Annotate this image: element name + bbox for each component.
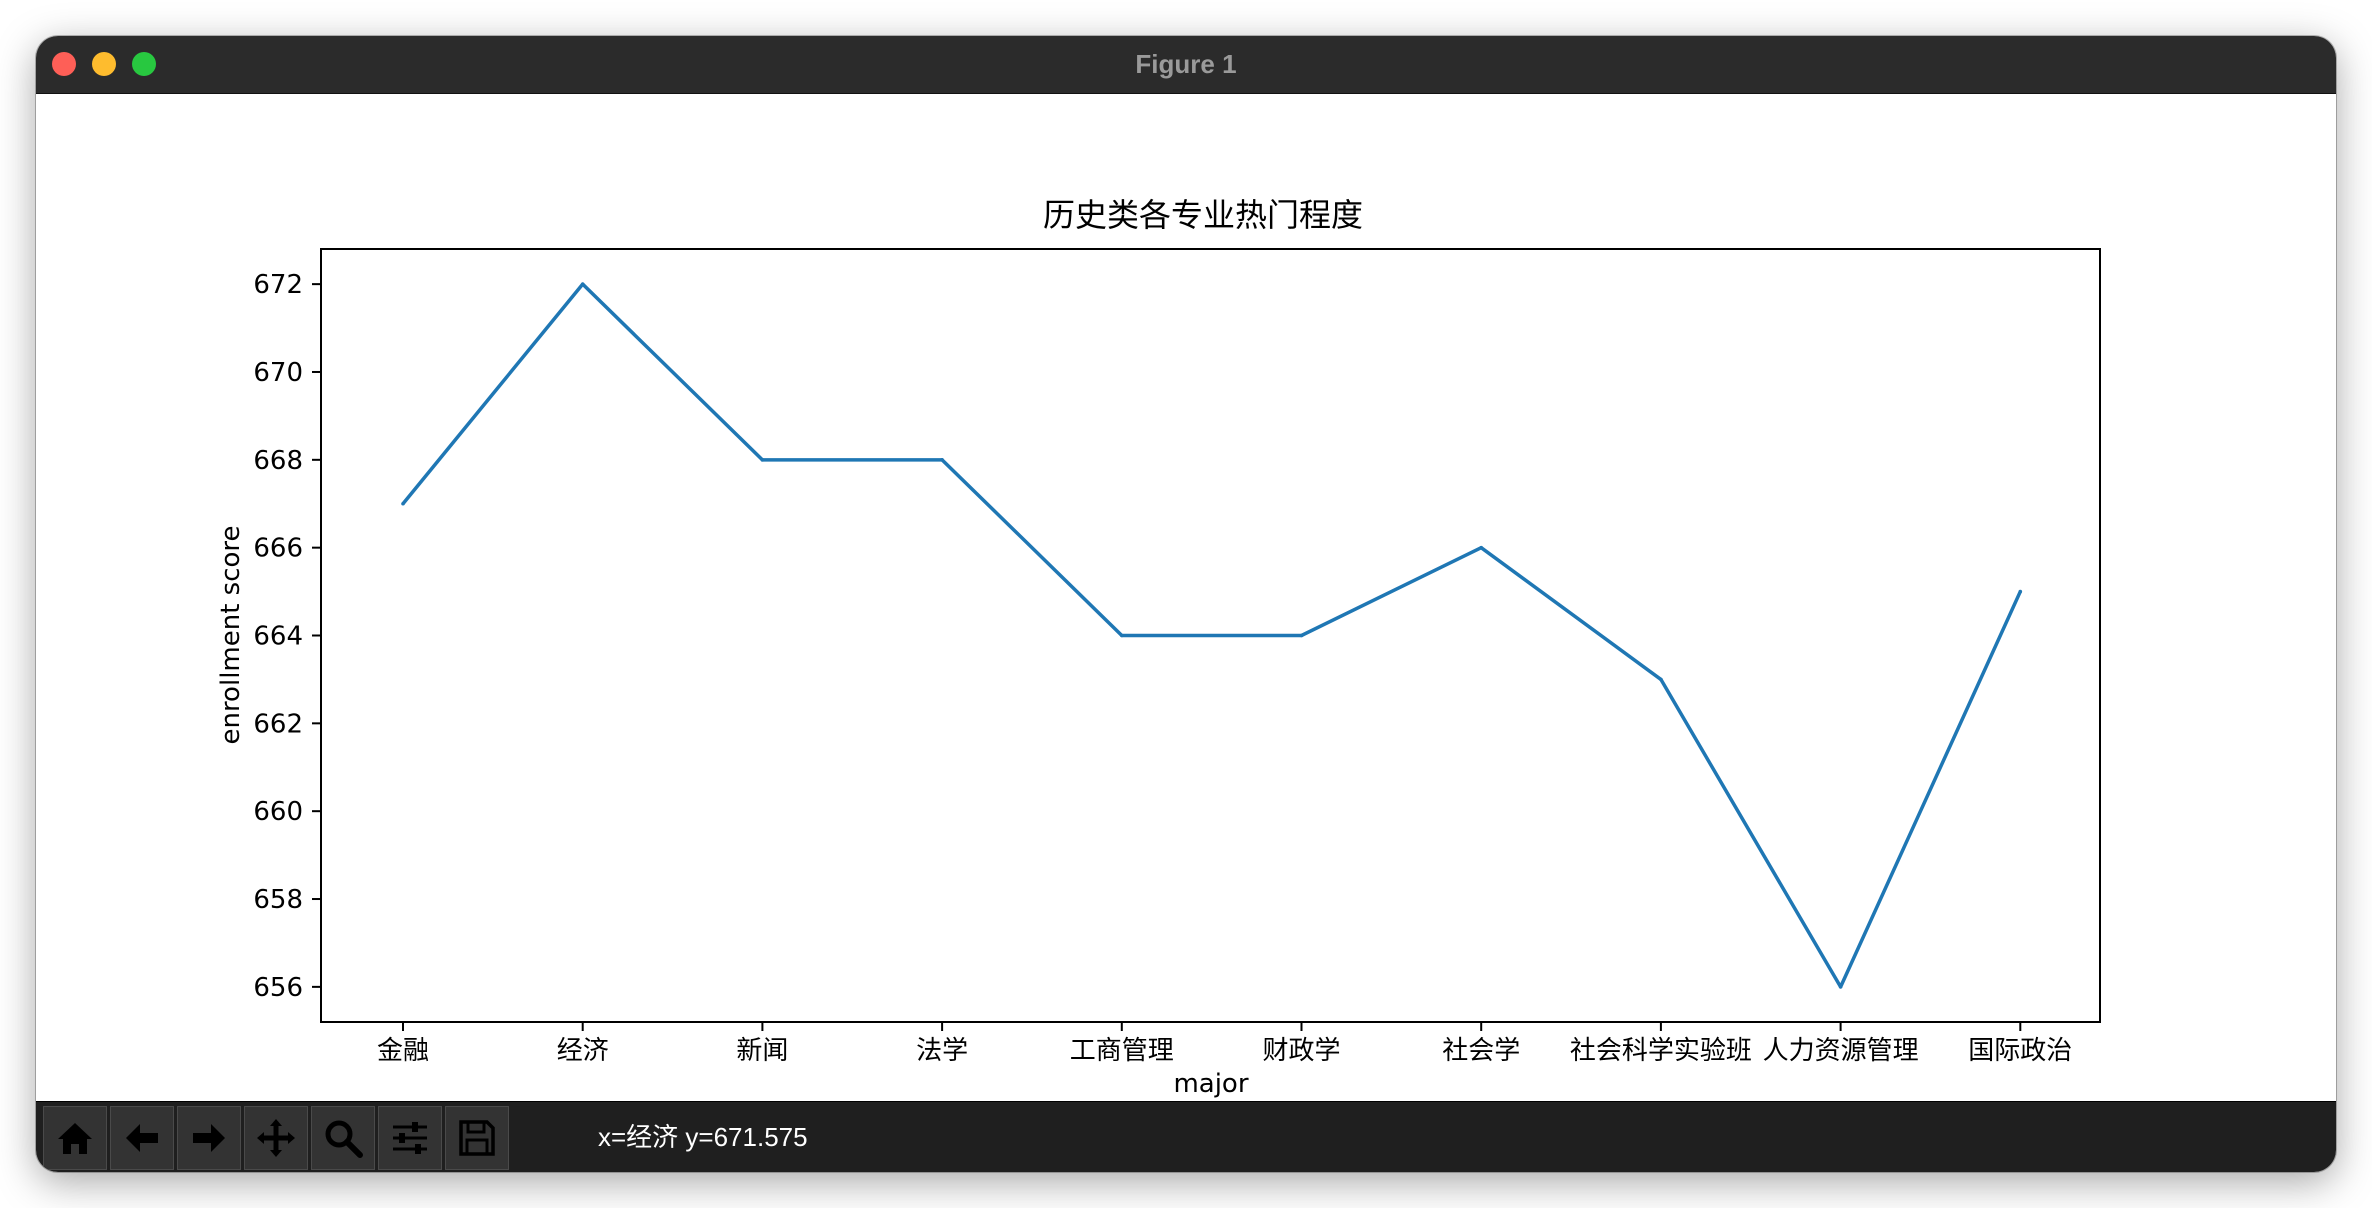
series-layer [401, 282, 2023, 989]
pan-move-icon [257, 1119, 295, 1157]
figure-window: Figure 1 历史类各专业热门程度 656 658 660 662 664 666 66… [36, 36, 2336, 1172]
window-title: Figure 1 [1135, 49, 1237, 79]
data-point [760, 458, 765, 462]
x-tick-label: 社会学 [1442, 1036, 1520, 1066]
x-tick-label: 金融 [377, 1036, 429, 1066]
y-tick-label: 668 [253, 446, 303, 476]
configure-subplots-icon [393, 1122, 427, 1154]
x-tick-label: 人力资源管理 [1763, 1036, 1919, 1066]
forward-arrow-icon [193, 1124, 225, 1152]
y-tick-label: 670 [253, 358, 303, 388]
y-axis-label: enrollment score [216, 525, 246, 744]
y-tick-label: 660 [253, 797, 303, 827]
x-tick-label: 新闻 [736, 1036, 788, 1066]
data-point [940, 458, 944, 462]
close-window-button[interactable] [52, 52, 76, 76]
data-point [1299, 633, 1304, 638]
data-point [580, 282, 585, 286]
home-button[interactable] [43, 1106, 107, 1170]
x-tick-label: 法学 [916, 1036, 968, 1066]
maximize-window-button[interactable] [132, 52, 156, 76]
x-tick-label: 经济 [557, 1036, 609, 1066]
back-arrow-icon [126, 1124, 158, 1152]
chart-title: 历史类各专业热门程度 [1043, 196, 1363, 234]
y-tick-label: 662 [253, 709, 303, 739]
x-tick-label: 工商管理 [1070, 1036, 1174, 1066]
plot-canvas[interactable]: 历史类各专业热门程度 656 658 660 662 664 666 668 670 672 金… [36, 94, 2336, 1101]
x-axis-label: major [1173, 1069, 1248, 1099]
data-point [401, 501, 405, 506]
title-bar[interactable]: Figure 1 [36, 36, 2336, 94]
data-point [2018, 589, 2023, 594]
data-point [1120, 633, 1124, 638]
cursor-coordinates-readout: x=经济 y=671.575 [598, 1122, 808, 1152]
x-tick-label: 社会科学实验班 [1570, 1036, 1752, 1066]
pan-button[interactable] [244, 1106, 308, 1170]
x-axis: 金融 经济 新闻 法学 工商管理 财政学 社会学 社会科学实验班 人力资源管理 国际政治 [377, 1022, 2072, 1066]
data-point [1479, 545, 1483, 550]
forward-button[interactable] [177, 1106, 241, 1170]
data-point [1838, 985, 1843, 989]
series-line [401, 282, 2022, 989]
save-floppy-icon [459, 1120, 495, 1156]
home-icon [58, 1123, 92, 1154]
minimize-window-button[interactable] [92, 52, 116, 76]
zoom-magnifier-icon [325, 1120, 363, 1158]
x-tick-label: 国际政治 [1968, 1036, 2072, 1066]
y-tick-label: 658 [253, 885, 303, 915]
back-button[interactable] [110, 1106, 174, 1170]
data-point [1659, 677, 1663, 682]
x-tick-label: 财政学 [1262, 1036, 1340, 1066]
navigation-toolbar: x=经济 y=671.575 [36, 1101, 2336, 1172]
y-tick-label: 672 [253, 270, 303, 300]
y-tick-label: 666 [253, 534, 303, 564]
y-axis: 656 658 660 662 664 666 668 670 672 [253, 270, 321, 1003]
zoom-button[interactable] [311, 1106, 375, 1170]
configure-subplots-button[interactable] [378, 1106, 442, 1170]
y-tick-label: 656 [253, 973, 303, 1003]
y-tick-label: 664 [253, 622, 303, 652]
save-button[interactable] [445, 1106, 509, 1170]
line-chart: 历史类各专业热门程度 656 658 660 662 664 666 668 670 672 金… [216, 196, 2101, 1099]
